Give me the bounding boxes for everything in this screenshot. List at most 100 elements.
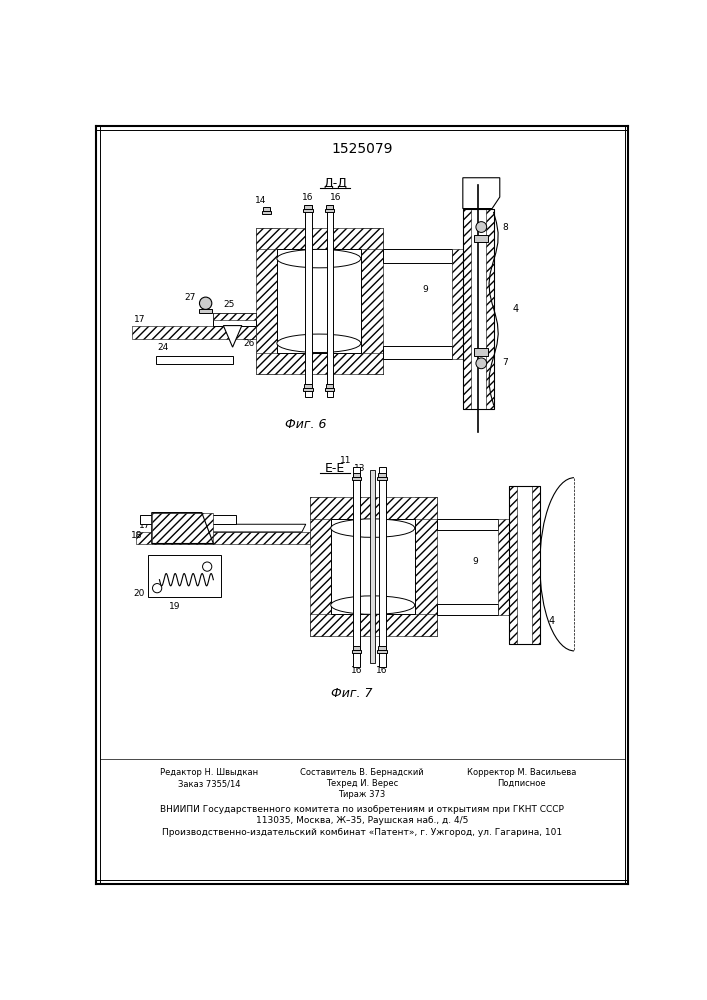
Bar <box>152 513 214 544</box>
Bar <box>310 614 437 636</box>
Bar <box>415 497 437 636</box>
Bar <box>148 555 221 597</box>
Bar <box>532 486 540 644</box>
Circle shape <box>476 222 486 232</box>
Circle shape <box>203 562 212 571</box>
Bar <box>277 249 361 353</box>
Text: E-E: E-E <box>325 462 345 475</box>
Text: Редактор Н. Швыдкан: Редактор Н. Швыдкан <box>160 768 259 777</box>
Bar <box>132 326 256 339</box>
Bar <box>378 477 387 480</box>
Bar <box>379 466 386 667</box>
Circle shape <box>153 584 162 593</box>
Ellipse shape <box>540 478 609 651</box>
Text: 16: 16 <box>303 192 314 202</box>
Polygon shape <box>152 524 305 532</box>
Bar <box>136 532 310 544</box>
Polygon shape <box>463 178 500 209</box>
Text: 18: 18 <box>131 531 142 540</box>
Text: Фиг. 6: Фиг. 6 <box>285 418 327 431</box>
Bar <box>326 205 334 209</box>
Bar <box>262 207 270 211</box>
Text: 11: 11 <box>340 456 351 465</box>
Bar <box>256 228 382 249</box>
Bar <box>256 228 277 374</box>
Text: 26: 26 <box>244 339 255 348</box>
Bar <box>463 209 493 409</box>
Bar <box>378 650 387 653</box>
Bar <box>310 497 437 519</box>
Text: 4: 4 <box>512 304 518 314</box>
Text: 16: 16 <box>376 666 387 675</box>
Bar <box>474 235 489 242</box>
Text: 4: 4 <box>549 615 554 626</box>
Text: Корректор М. Васильева: Корректор М. Васильева <box>467 768 576 777</box>
Text: Подписное: Подписное <box>497 779 546 788</box>
Text: 19: 19 <box>169 602 180 611</box>
Bar <box>437 519 498 530</box>
Text: 16: 16 <box>351 666 362 675</box>
Bar <box>370 470 375 663</box>
Bar <box>304 205 312 209</box>
Bar <box>327 205 334 397</box>
Bar <box>262 211 271 214</box>
Bar <box>474 348 489 356</box>
Text: 9: 9 <box>422 285 428 294</box>
Bar <box>214 312 256 326</box>
Bar <box>382 249 452 263</box>
Text: 14: 14 <box>255 196 266 205</box>
Text: 13: 13 <box>354 464 366 473</box>
Bar <box>509 486 540 644</box>
Bar <box>352 477 361 480</box>
Bar <box>463 209 471 409</box>
Text: 27: 27 <box>185 293 196 302</box>
Polygon shape <box>223 326 242 347</box>
Text: 113035, Москва, Ж–35, Раушская наб., д. 4/5: 113035, Москва, Ж–35, Раушская наб., д. … <box>256 816 468 825</box>
Bar <box>353 646 361 650</box>
Ellipse shape <box>277 249 361 268</box>
Text: 1525079: 1525079 <box>331 142 392 156</box>
Bar <box>304 384 312 388</box>
Bar <box>354 466 361 667</box>
Text: 20: 20 <box>133 589 144 598</box>
Bar <box>303 209 312 212</box>
Text: 25: 25 <box>223 300 235 309</box>
Bar <box>486 209 493 409</box>
Bar <box>303 388 312 391</box>
Bar <box>452 249 463 359</box>
Text: 17: 17 <box>139 521 150 530</box>
Bar <box>305 205 312 397</box>
Text: Фиг. 7: Фиг. 7 <box>331 687 373 700</box>
Bar <box>325 209 334 212</box>
Bar <box>353 473 361 477</box>
Bar <box>325 388 334 391</box>
Text: Составитель В. Бернадский: Составитель В. Бернадский <box>300 768 423 777</box>
Bar <box>326 384 334 388</box>
Text: 23: 23 <box>153 514 165 523</box>
Bar <box>575 474 617 655</box>
Text: Д-Д: Д-Д <box>323 177 347 190</box>
Bar <box>378 646 386 650</box>
Bar <box>310 497 331 636</box>
Ellipse shape <box>331 519 415 537</box>
Polygon shape <box>152 513 214 544</box>
Bar <box>256 353 382 374</box>
Text: 16: 16 <box>330 192 341 202</box>
Circle shape <box>199 297 212 309</box>
Bar <box>156 356 233 364</box>
Ellipse shape <box>277 334 361 353</box>
Text: 7: 7 <box>502 358 508 367</box>
Bar <box>498 519 509 615</box>
Polygon shape <box>140 515 236 524</box>
Text: 9: 9 <box>472 557 478 566</box>
Bar <box>331 519 415 614</box>
Bar <box>361 228 382 374</box>
Text: Тираж 373: Тираж 373 <box>339 790 385 799</box>
Circle shape <box>476 358 486 369</box>
Bar <box>199 309 212 312</box>
Bar <box>214 312 256 320</box>
Bar <box>378 473 386 477</box>
Text: Заказ 7355/14: Заказ 7355/14 <box>178 779 241 788</box>
Text: 8: 8 <box>502 223 508 232</box>
Text: ВНИИПИ Государственного комитета по изобретениям и открытиям при ГКНТ СССР: ВНИИПИ Государственного комитета по изоб… <box>160 805 564 814</box>
